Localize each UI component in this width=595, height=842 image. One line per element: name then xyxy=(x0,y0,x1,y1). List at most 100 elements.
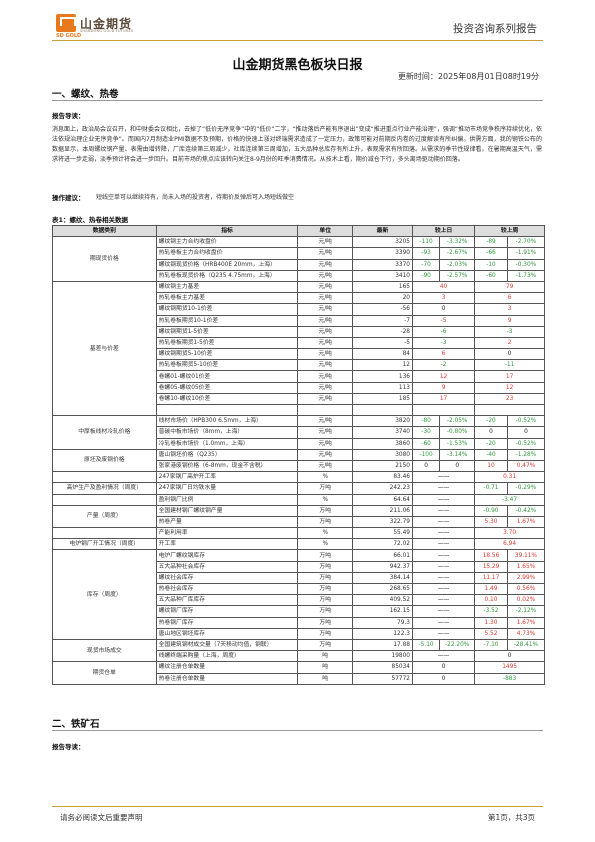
week-change-cell: -0.90 xyxy=(474,504,508,517)
unit-cell: 元/吨 xyxy=(297,258,353,271)
guide-text: 消息面上，政治局会议召开，和中财委会议相比，去掉了“低价无序竞争”中的“低价”二… xyxy=(52,126,542,163)
indicator-cell: 热卷社会库存 xyxy=(155,582,299,596)
week-pct-cell: 1.65% xyxy=(506,560,546,573)
indicator-cell: 全国建筑钢材成交量（7天移动均值，钢联） xyxy=(155,638,299,652)
week-pct-cell: -1.91% xyxy=(506,247,546,260)
guide-label-2: 报告导读： xyxy=(52,743,85,751)
indicator-cell: 螺纹钢现货价格（HRB400E 20mm，上海） xyxy=(155,258,299,271)
indicator-cell: 螺纹注册仓单数量 xyxy=(155,661,299,674)
unit-cell: 元/吨 xyxy=(297,303,353,316)
table-row: 盈利钢厂比例% 64.64 —— -3.47 xyxy=(52,493,545,506)
footer-divider xyxy=(52,806,543,807)
latest-cell: 162.15 xyxy=(351,605,413,618)
week-change-cell: 3 xyxy=(474,303,545,316)
table-header-row: 数据类别 指标 单位 最新 较上日 较上周 xyxy=(52,224,545,238)
data-table: 数据类别 指标 单位 最新 较上日 较上周 期现货价格 螺纹钢主力合约收盘价 元/吨… xyxy=(52,224,546,685)
table-row: 期货仓单 螺纹注册仓单数量吨 85034 0 1495 xyxy=(52,661,545,685)
unit-cell: 元/吨 xyxy=(297,392,353,406)
week-change-cell: 0.31 xyxy=(474,471,545,484)
table-row: 中厚板线材冷轧价格 线材市场价（HPB300 6.5mm，上海） 元/吨 3820 -8… xyxy=(52,415,546,450)
logo-text: 山金期货 xyxy=(80,17,133,31)
unit-cell: 万吨 xyxy=(297,515,353,529)
day-change-cell: —— xyxy=(411,605,476,618)
day-change-cell: -2 xyxy=(411,359,476,372)
week-change-cell: 15.29 xyxy=(474,560,508,573)
day-change-cell: —— xyxy=(411,515,476,529)
table-row: 基差与价差 螺纹钢主力基差 元/吨 165 40 79 xyxy=(52,280,545,417)
indicator-cell: 螺纹钢厂库存 xyxy=(155,605,299,618)
unit-cell: 万吨 xyxy=(297,482,353,495)
unit-cell: 万吨 xyxy=(297,616,353,629)
week-change-cell: 9 xyxy=(474,314,545,327)
week-pct-cell: -28.41% xyxy=(506,638,546,652)
table-row: 热轧卷板现货价格（Q235 4.75mm，上海） 元/吨 3410 -90 -2.57%… xyxy=(53,269,546,282)
unit-cell: % xyxy=(297,471,353,484)
indicator-cell: 开工率 xyxy=(155,538,299,551)
week-change-cell: 11.17 xyxy=(474,571,508,585)
latest-cell: -56 xyxy=(351,303,413,316)
latest-cell: 3080 xyxy=(351,448,413,461)
col-header: 单位 xyxy=(297,224,353,238)
day-pct-cell: 0 xyxy=(439,459,476,473)
latest-cell: 83.46 xyxy=(351,471,413,484)
day-change-cell: 17 xyxy=(411,392,476,406)
week-change-cell: -11 xyxy=(474,359,545,372)
day-change-cell: —— xyxy=(411,616,476,629)
indicator-cell: 线螺终端采购量（上海，周度） xyxy=(155,650,299,663)
day-change-cell: —— xyxy=(411,471,476,484)
week-change-cell: 1.30 xyxy=(474,616,508,629)
indicator-cell: 卷螺10-螺纹10价差 xyxy=(155,392,299,406)
unit-cell: 元/吨 xyxy=(297,269,353,282)
table-row: 产能利用率% 55.49 —— 3.70 xyxy=(52,527,545,540)
week-change-cell: -3.52 xyxy=(474,605,508,618)
indicator-cell: 螺纹钢主力基差 xyxy=(155,280,299,294)
week-change-cell: 23 xyxy=(474,392,545,406)
unit-cell: 元/吨 xyxy=(297,437,353,450)
indicator-cell: 热轧卷板期货10-1价差 xyxy=(155,314,299,327)
week-pct-cell: 0.02% xyxy=(506,594,546,607)
guide-label: 报告导读： xyxy=(52,112,85,120)
day-pct-cell: -2.03% xyxy=(439,258,476,271)
week-change-cell: 17 xyxy=(474,370,545,383)
week-change-cell: 18.56 xyxy=(474,549,508,562)
week-pct-cell: -0.52% xyxy=(506,415,546,428)
week-change-cell: 12 xyxy=(474,381,545,394)
report-series: 投资咨询系列报告 xyxy=(453,23,537,35)
category-cell: 中厚板线材冷轧价格 xyxy=(52,415,157,450)
indicator-cell: 247家钢厂日均铁水量 xyxy=(155,482,299,495)
day-change-cell: -90 xyxy=(411,269,441,282)
indicator-cell: 冷轧卷板市场价（1.0mm，上海） xyxy=(155,437,299,450)
table-caption: 表1：螺纹、热卷相关数据 xyxy=(52,216,129,224)
unit-cell: 万吨 xyxy=(297,638,353,652)
day-change-cell: 3 xyxy=(411,292,476,305)
indicator-cell: 卷螺01-螺纹01价差 xyxy=(155,370,299,383)
latest-cell: 211.06 xyxy=(351,504,413,517)
day-change-cell: -6 xyxy=(411,325,476,338)
week-pct-cell: -0.42% xyxy=(506,504,546,517)
week-change-cell: -40 xyxy=(474,448,508,461)
day-change-cell: 0 xyxy=(411,672,476,685)
week-change-cell: 1495 xyxy=(474,661,545,674)
week-change-cell: 10 xyxy=(474,459,508,473)
unit-cell: 万吨 xyxy=(297,549,353,562)
category-cell: 产量（周度） xyxy=(52,504,157,529)
week-change-cell: 0 xyxy=(474,426,508,439)
table-row: 产量（周度） 全国建材钢厂螺纹钢产量 万吨 211.06 —— -0.90 -0.42% xyxy=(52,504,546,529)
footer-disclaimer: 请务必阅读文后重要声明 xyxy=(60,813,143,822)
day-change-cell: —— xyxy=(411,650,476,663)
day-change-cell: 12 xyxy=(411,370,476,383)
latest-cell: 3740 xyxy=(351,426,413,439)
unit-cell: 元/吨 xyxy=(297,348,353,361)
col-header: 最新 xyxy=(351,224,413,238)
week-change-cell: -20 xyxy=(474,437,508,450)
indicator-cell: 螺纹钢期货1-5价差 xyxy=(155,325,299,338)
unit-cell: % xyxy=(297,538,353,551)
week-change-cell: 2 xyxy=(474,336,545,350)
table-row: 247家钢厂高炉开工率% 83.46 —— 0.31 xyxy=(52,471,545,484)
unit-cell: 万吨 xyxy=(297,627,353,640)
latest-cell: 72.02 xyxy=(351,538,413,551)
day-pct-cell: -2.67% xyxy=(439,247,476,260)
table-row: 现货市场成交 全国建筑钢材成交量（7天移动均值，钢联） 万吨 17.88 -5.10 -2… xyxy=(52,638,546,663)
unit-cell: 万吨 xyxy=(297,594,353,607)
table-row: 热卷钢厂库存 万吨 79.3 —— 1.30 1.67% xyxy=(53,616,546,629)
